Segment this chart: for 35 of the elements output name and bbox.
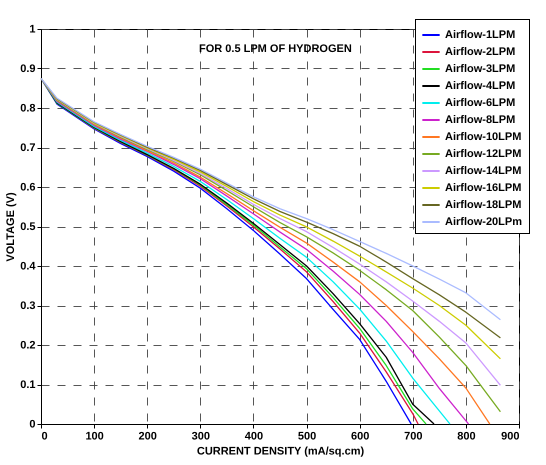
legend-label: Airflow-2LPM: [445, 46, 516, 58]
x-tick-label: 100: [85, 430, 104, 442]
x-tick-label: 900: [501, 430, 520, 442]
y-tick-label: 0.5: [20, 221, 36, 233]
x-tick-label: 600: [350, 430, 370, 442]
y-tick-label: 0.2: [20, 340, 36, 352]
y-tick-label: 0: [29, 418, 36, 430]
y-tick-label: 0.9: [20, 63, 36, 75]
legend-label: Airflow-14LPM: [445, 165, 522, 177]
x-tick-label: 300: [192, 430, 210, 442]
legend-label: Airflow-10LPM: [445, 131, 522, 143]
y-axis-title: VOLTAGE (V): [5, 192, 18, 262]
legend-label: Airflow-8LPM: [445, 114, 516, 126]
y-tick-label: 0.6: [20, 182, 36, 194]
legend-label: Airflow-18LPM: [445, 199, 522, 211]
legend-label: Airflow-3LPM: [445, 63, 516, 75]
x-tick-label: 500: [298, 430, 316, 442]
legend-label: Airflow-1LPM: [445, 29, 516, 41]
y-tick-label: 0.8: [20, 102, 36, 114]
y-tick-label: 1: [29, 24, 36, 36]
x-tick-label: 800: [457, 430, 476, 442]
legend-label: Airflow-12LPM: [445, 148, 522, 160]
y-tick-label: 0.3: [20, 300, 36, 312]
x-axis-title: CURRENT DENSITY (mA/sq.cm): [196, 446, 364, 458]
x-tick-label: 400: [244, 430, 264, 442]
x-tick-label: 0: [42, 430, 48, 442]
y-tick-label: 0.7: [20, 142, 36, 154]
legend-label: Airflow-20LPm: [445, 216, 522, 228]
legend-label: Airflow-4LPM: [445, 80, 516, 92]
y-tick-label: 0.4: [20, 260, 36, 272]
legend-label: Airflow-6LPM: [445, 97, 516, 109]
legend-label: Airflow-16LPM: [445, 182, 522, 194]
x-tick-label: 700: [404, 430, 422, 442]
x-tick-label: 200: [138, 430, 157, 442]
y-tick-label: 0.1: [20, 379, 36, 391]
